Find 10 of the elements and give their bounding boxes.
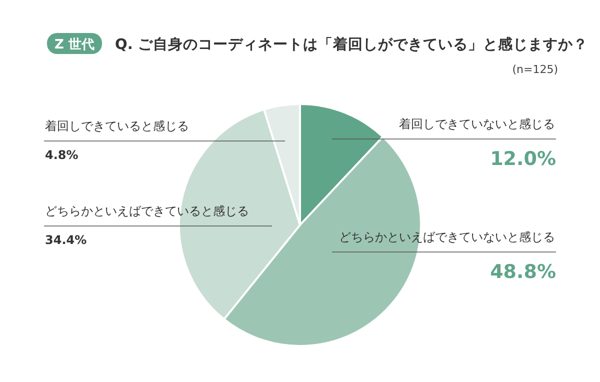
slice-label: 着回しできていないと感じる (399, 117, 555, 131)
slice-label: 着回しできていると感じる (45, 119, 189, 133)
data-label: 12.0% (490, 148, 556, 170)
text: Z 世代 (54, 38, 94, 52)
chart-title: Q. ご自身のコーディネートは「着回しができている」と感じますか？ (115, 35, 588, 53)
slice-label: どちらかといえばできていると感じる (45, 204, 249, 218)
data-label: 34.4% (45, 233, 87, 247)
data-label: 48.8% (490, 261, 556, 283)
data-label: 4.8% (45, 148, 78, 162)
text: (n=125) (512, 63, 558, 76)
